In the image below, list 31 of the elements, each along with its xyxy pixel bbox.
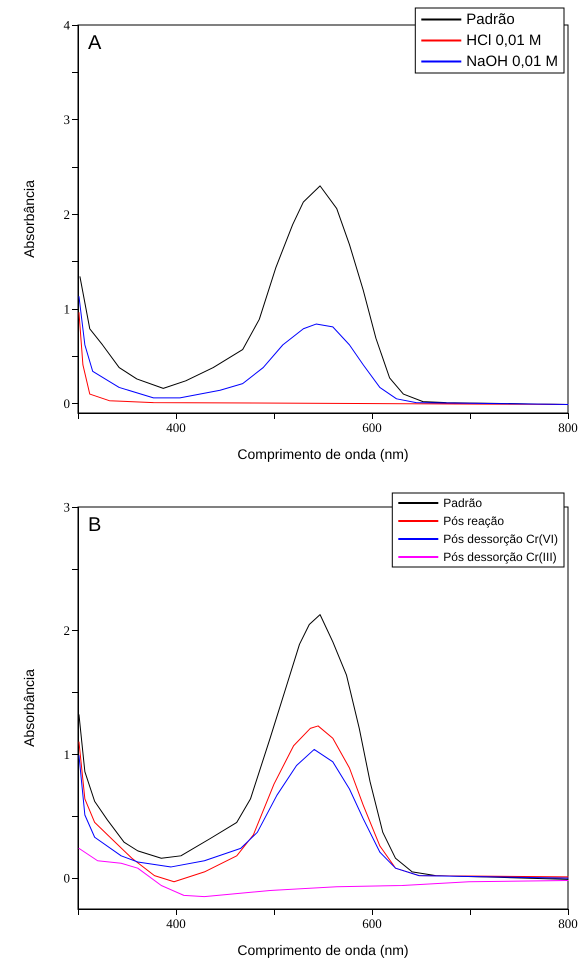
x-axis-title: Comprimento de onda (nm) [237, 446, 409, 462]
y-tick-label: 0 [64, 396, 70, 412]
x-axis-title: Comprimento de onda (nm) [237, 942, 409, 958]
legend-label: Padrão [466, 11, 515, 28]
x-tick-label: 800 [558, 420, 578, 435]
y-tick-label: 1 [64, 746, 70, 762]
y-tick-label: 2 [64, 623, 70, 638]
legend-label: NaOH 0,01 M [466, 53, 558, 70]
x-tick-label: 600 [362, 916, 382, 931]
y-tick-label: 0 [64, 870, 70, 886]
x-tick-label: 400 [166, 916, 186, 931]
legend-label: HCl 0,01 M [466, 32, 542, 49]
y-tick-label: 3 [64, 112, 70, 128]
x-tick-label: 800 [558, 916, 578, 931]
y-tick-label: 1 [64, 301, 70, 316]
annotation: B [88, 514, 102, 536]
y-axis-title: Absorbância [21, 668, 37, 747]
x-tick-label: 400 [166, 420, 186, 435]
y-tick-label: 2 [64, 206, 70, 222]
y-tick-label: 4 [64, 18, 70, 32]
line-series [78, 748, 568, 879]
line-series [78, 725, 568, 882]
x-tick-label: 600 [362, 420, 382, 435]
annotation: A [88, 32, 102, 54]
legend-label: Pós reação [443, 514, 504, 528]
legend-label: Pós dessorção Cr(III) [443, 550, 557, 564]
legend-label: Pós dessorção Cr(VI) [443, 532, 558, 546]
legend-label: Padrão [443, 496, 482, 510]
y-axis-title: Absorbância [21, 180, 37, 258]
y-tick-label: 3 [64, 500, 70, 514]
line-series [78, 848, 568, 898]
